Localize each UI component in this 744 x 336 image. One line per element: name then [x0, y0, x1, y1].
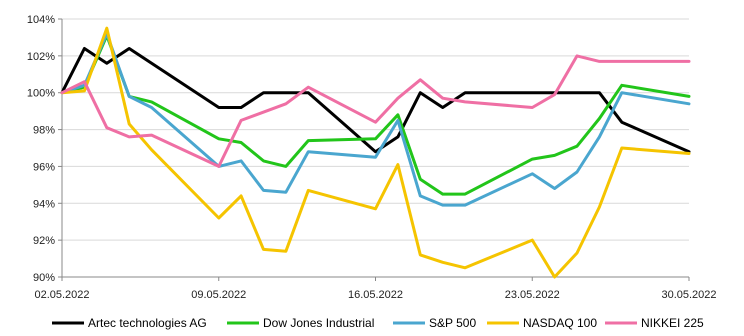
series-line-s-p-500: [60, 32, 691, 207]
x-axis-ticks: 02.05.2022 09.05.2022 16.05.2022 23.05.2022…: [34, 277, 717, 301]
x-tick-label: 09.05.2022: [191, 289, 246, 301]
y-tick-label: 90%: [33, 272, 55, 284]
series-line-nikkei-225: [60, 54, 691, 168]
legend-label-artec-technologies-ag: Artec technologies AG: [88, 316, 207, 330]
y-tick-label: 98%: [33, 125, 55, 137]
y-tick-label: 100%: [27, 88, 55, 100]
series-line-artec-technologies-ag: [60, 47, 691, 154]
legend: Artec technologies AG Dow Jones Industria…: [52, 316, 704, 330]
legend-label-nasdaq-100: NASDAQ 100: [523, 316, 597, 330]
legend-label-nikkei-225: NIKKEI 225: [641, 316, 704, 330]
axes: [61, 19, 689, 278]
y-tick-label: 102%: [27, 51, 55, 63]
legend-label-s-p-500: S&P 500: [429, 316, 476, 330]
y-axis-ticks: 90% 92% 94% 96% 98% 100% 102% 104%: [27, 14, 62, 284]
x-tick-label: 23.05.2022: [505, 289, 560, 301]
x-tick-label: 02.05.2022: [34, 289, 89, 301]
y-tick-label: 104%: [27, 14, 55, 26]
y-tick-label: 94%: [33, 198, 55, 210]
x-tick-label: 30.05.2022: [661, 289, 716, 301]
series-line-nasdaq-100: [60, 26, 691, 279]
series-line-dow-jones-industrial: [60, 34, 691, 196]
y-tick-label: 92%: [33, 235, 55, 247]
legend-label-dow-jones-industrial: Dow Jones Industrial: [263, 316, 374, 330]
x-tick-label: 16.05.2022: [348, 289, 403, 301]
y-tick-label: 96%: [33, 161, 55, 173]
series-lines: [60, 26, 691, 279]
